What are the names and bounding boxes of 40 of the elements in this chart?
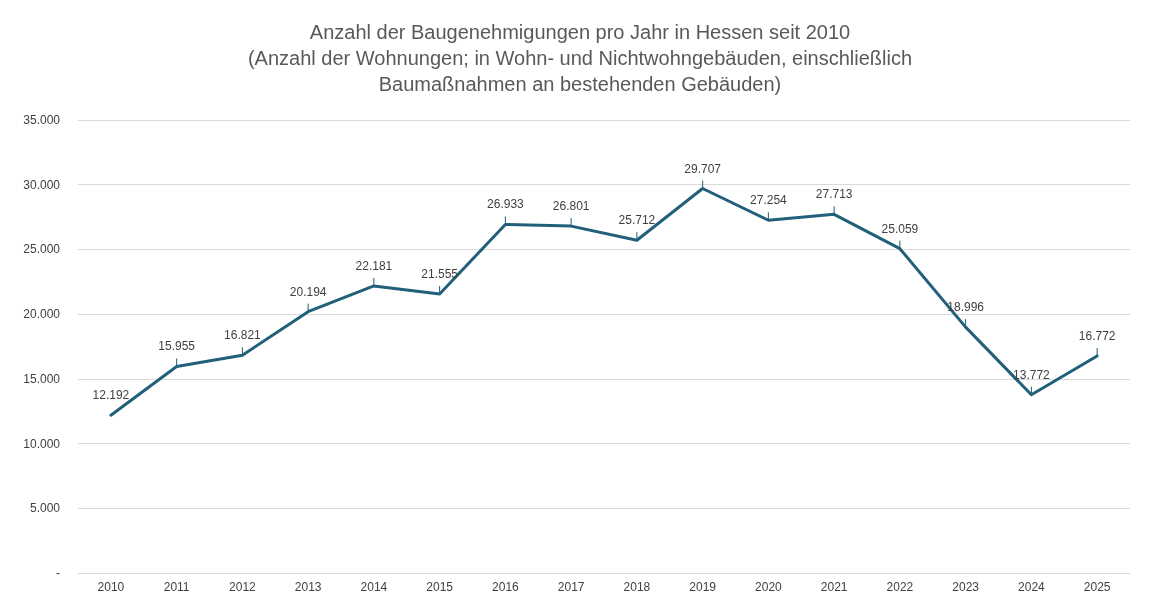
x-tick-label: 2014 xyxy=(360,580,388,594)
data-label: 25.059 xyxy=(881,221,919,236)
x-tick-label: 2021 xyxy=(820,580,848,594)
x-tick-label: 2010 xyxy=(97,580,125,594)
data-label: 27.713 xyxy=(815,187,853,202)
x-tick-label: 2013 xyxy=(294,580,322,594)
data-label: 15.955 xyxy=(158,339,196,354)
y-tick-label: 20.000 xyxy=(23,307,61,322)
x-tick-label: 2016 xyxy=(492,580,520,594)
y-tick-label: 15.000 xyxy=(23,371,61,386)
chart-title: Anzahl der Baugenehmigungen pro Jahr in Hessen seit 2010 (Anzahl der Wohnungen; in Wohn- und Nichtwohngebäuden, einschließlich Baumaßnahmen an bestehenden Gebäuden) xyxy=(247,21,913,95)
y-tick-label: 5.000 xyxy=(29,501,61,516)
data-label: 20.194 xyxy=(289,284,327,299)
x-tick-label: 2025 xyxy=(1083,580,1111,594)
x-tick-label: 2018 xyxy=(623,580,651,594)
data-label: 27.254 xyxy=(750,193,788,208)
x-tick-label: 2022 xyxy=(886,580,914,594)
data-label: 21.555 xyxy=(421,267,459,282)
data-label: 13.772 xyxy=(1013,367,1051,382)
y-tick-label: 25.000 xyxy=(23,242,61,257)
x-tick-label: 2011 xyxy=(163,580,190,594)
x-tick-label: 2015 xyxy=(426,580,454,594)
x-tick-label: 2024 xyxy=(1018,580,1046,594)
x-tick-label: 2012 xyxy=(229,580,257,594)
data-label: 29.707 xyxy=(684,161,722,176)
data-label: 16.772 xyxy=(1078,328,1116,343)
x-tick-label: 2017 xyxy=(557,580,585,594)
x-tick-label: 2019 xyxy=(689,580,717,594)
y-tick-label: 35.000 xyxy=(23,113,61,127)
data-label: 26.933 xyxy=(487,197,525,212)
y-tick-label: 30.000 xyxy=(23,177,61,192)
y-tick-label: - xyxy=(56,566,60,580)
y-tick-label: 10.000 xyxy=(23,436,61,451)
data-label: 25.712 xyxy=(618,213,656,228)
x-tick-label: 2023 xyxy=(952,580,980,594)
data-label: 22.181 xyxy=(355,258,393,273)
data-label: 12.192 xyxy=(92,388,130,403)
data-label: 26.801 xyxy=(552,199,590,214)
x-tick-label: 2020 xyxy=(755,580,783,594)
data-label: 16.821 xyxy=(224,328,262,343)
